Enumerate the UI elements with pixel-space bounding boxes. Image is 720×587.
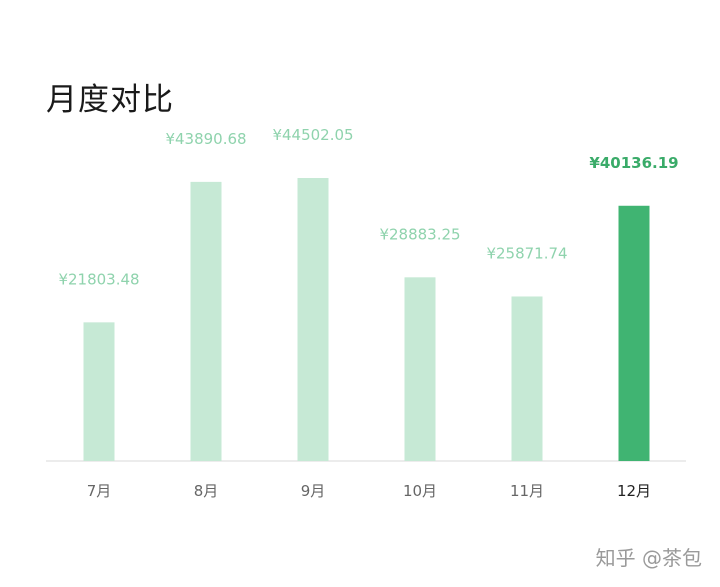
bar-9月 bbox=[297, 178, 329, 461]
bar-8月 bbox=[190, 181, 222, 461]
value-label: ¥43890.68 bbox=[165, 130, 246, 148]
x-tick-label: 9月 bbox=[301, 482, 326, 500]
bar-12月 bbox=[618, 205, 650, 461]
x-tick-label: 11月 bbox=[510, 482, 544, 500]
x-tick-label: 8月 bbox=[194, 482, 219, 500]
value-label: ¥28883.25 bbox=[379, 225, 460, 243]
chart-title: 月度对比 bbox=[46, 82, 174, 118]
value-label: ¥40136.19 bbox=[589, 154, 678, 172]
bar-10月 bbox=[404, 277, 436, 461]
x-tick-label: 7月 bbox=[87, 482, 112, 500]
bar-7月 bbox=[83, 322, 115, 461]
x-tick-label: 10月 bbox=[403, 482, 437, 500]
x-tick-label: 12月 bbox=[617, 482, 651, 500]
watermark: 知乎 @茶包 bbox=[595, 546, 702, 570]
value-label: ¥25871.74 bbox=[486, 244, 567, 262]
value-label: ¥44502.05 bbox=[272, 126, 353, 144]
value-label: ¥21803.48 bbox=[58, 270, 139, 288]
bar-11月 bbox=[511, 296, 543, 461]
